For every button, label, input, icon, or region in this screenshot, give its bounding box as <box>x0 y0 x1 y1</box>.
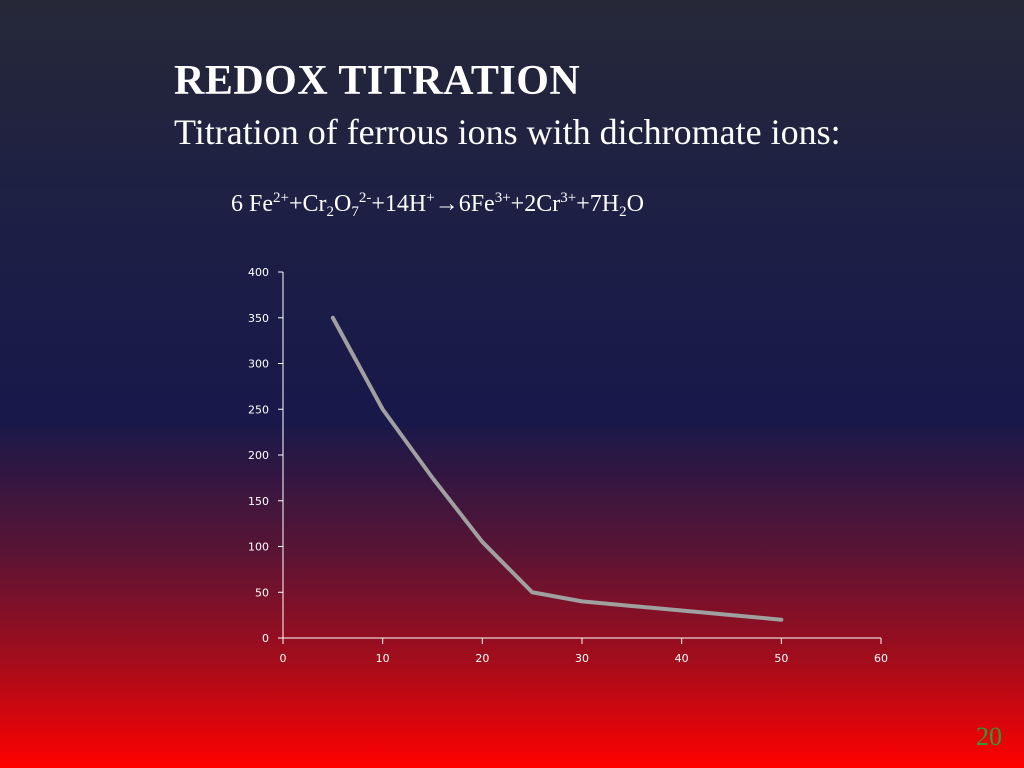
x-tick-label: 40 <box>675 652 689 665</box>
y-tick-label: 250 <box>248 403 269 416</box>
x-tick-label: 50 <box>774 652 788 665</box>
y-tick-label: 100 <box>248 541 269 554</box>
y-tick-label: 200 <box>248 449 269 462</box>
equation-subscript: 2 <box>619 204 627 220</box>
slide-subtitle: Titration of ferrous ions with dichromat… <box>174 112 841 152</box>
equation-superscript: 2+ <box>273 190 289 206</box>
y-tick-label: 300 <box>248 358 269 371</box>
equation-superscript: + <box>426 190 435 206</box>
data-point <box>780 619 782 621</box>
equation-superscript: 3+ <box>560 190 577 206</box>
data-point <box>531 591 533 593</box>
data-point <box>432 477 433 479</box>
y-tick-label: 0 <box>262 632 269 645</box>
equation-term: 6 Fe <box>231 191 273 217</box>
y-tick-label: 150 <box>248 495 269 508</box>
equation-term: +7H <box>576 191 620 217</box>
data-point <box>481 541 483 543</box>
equation-term: +14H <box>371 191 427 217</box>
equation-subscript: 2 <box>326 204 335 220</box>
equation-term: +Cr <box>288 191 327 217</box>
x-tick-label: 60 <box>874 652 888 665</box>
equation-subscript: 7 <box>351 204 359 220</box>
equation-superscript: 2- <box>358 190 372 206</box>
equation-superscript: 3+ <box>494 190 511 206</box>
equation-term: +2Cr <box>510 191 561 217</box>
y-tick-label: 400 <box>248 266 269 279</box>
y-tick-label: 50 <box>255 586 269 599</box>
page-number: 20 <box>976 722 1002 751</box>
equation-term: O <box>626 191 644 217</box>
x-tick-label: 0 <box>280 652 287 665</box>
chemical-equation: 6 Fe2++Cr2O72-+14H+→6Fe3++2Cr3++7H2O <box>231 190 644 220</box>
data-point <box>382 408 384 410</box>
equation-term: O <box>334 191 352 217</box>
x-tick-label: 30 <box>575 652 589 665</box>
equation-term: →6Fe <box>434 191 495 217</box>
x-tick-label: 20 <box>475 652 489 665</box>
data-point <box>681 610 683 612</box>
y-tick-label: 350 <box>248 312 269 325</box>
series-line-0 <box>330 315 784 622</box>
data-point <box>581 600 583 602</box>
data-point <box>332 317 334 319</box>
slide-title: REDOX TITRATION <box>174 58 581 104</box>
x-tick-label: 10 <box>376 652 390 665</box>
